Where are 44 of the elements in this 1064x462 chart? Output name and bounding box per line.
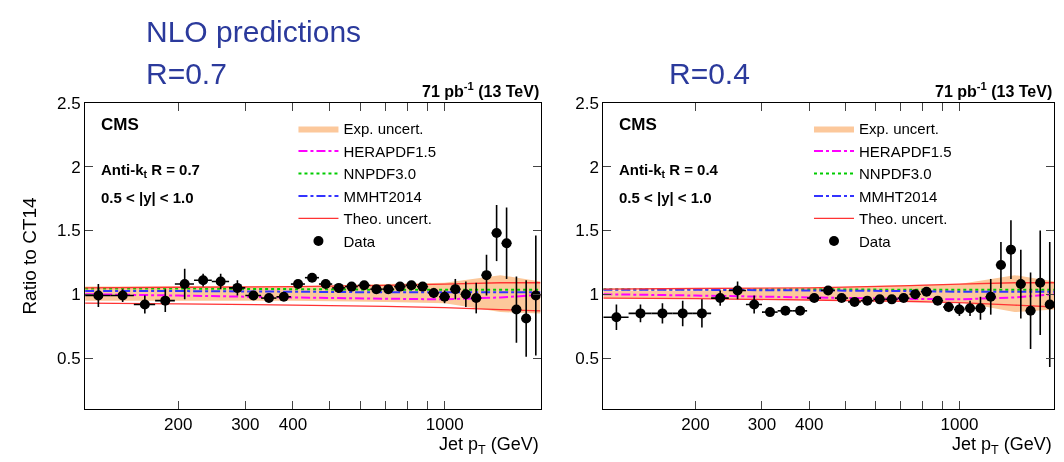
x-tick-label: 300 [231, 415, 260, 435]
legend-label: NNPDF3.0 [858, 165, 932, 183]
y-tick-label: 0.5 [57, 348, 81, 368]
chart-subtitle: R=0.7 [146, 57, 227, 90]
y-tick-label: 1 [71, 285, 81, 305]
legend-label: Theo. uncert. [858, 210, 948, 228]
y-tick-label: 2.5 [57, 93, 81, 113]
x-tick-label: 200 [681, 415, 710, 435]
x-tick-label: 400 [794, 415, 824, 435]
legend-label: HERAPDF1.5 [858, 142, 952, 160]
x-axis-title: Jet p$_{T}$ (GeV) [952, 434, 1052, 457]
annotation: Anti-k$_{t}$ R = 0.4 [619, 161, 719, 181]
legend-label: NNPDF3.0 [343, 165, 416, 183]
y-axis-title: Ratio to CT14 [18, 196, 40, 315]
annotation: 0.5 < |y| < 1.0 [619, 189, 712, 206]
y-tick-label: 2.5 [575, 93, 599, 113]
text: 71 pb$^{-1}$ (13 TeV) [422, 80, 540, 100]
y-tick-label: 1.5 [575, 221, 599, 241]
legend-label: HERAPDF1.5 [343, 142, 436, 160]
annotation: 0.5 < |y| < 1.0 [101, 189, 194, 206]
legend-label: MMHT2014 [858, 187, 938, 205]
legend-label: Exp. uncert. [858, 120, 940, 138]
chart-subtitle: R=0.4 [669, 57, 750, 90]
legend-label: MMHT2014 [343, 187, 422, 205]
annotation: CMS [619, 115, 657, 134]
y-tick-label: 1.5 [57, 221, 81, 241]
x-axis-title: Jet p$_{T}$ (GeV) [439, 434, 539, 457]
legend-label: Data [858, 232, 892, 250]
y-tick-label: 2 [71, 157, 81, 177]
text: 71 pb$^{-1}$ (13 TeV) [935, 80, 1053, 100]
y-tick-label: 2 [589, 157, 599, 177]
chart-title: NLO predictions [146, 15, 362, 48]
x-tick-label: 1000 [425, 415, 464, 435]
y-tick-label: 0.5 [575, 348, 599, 368]
annotation: CMS [101, 115, 139, 134]
annotation: Anti-k$_{t}$ R = 0.7 [101, 161, 200, 181]
legend-label: Data [343, 232, 376, 250]
legend-label: Theo. uncert. [343, 210, 432, 228]
x-tick-label: 1000 [940, 415, 979, 435]
x-tick-label: 200 [164, 415, 193, 435]
x-tick-label: 400 [278, 415, 308, 435]
x-tick-label: 300 [747, 415, 777, 435]
y-tick-label: 1 [589, 285, 599, 305]
legend-label: Exp. uncert. [343, 120, 424, 138]
